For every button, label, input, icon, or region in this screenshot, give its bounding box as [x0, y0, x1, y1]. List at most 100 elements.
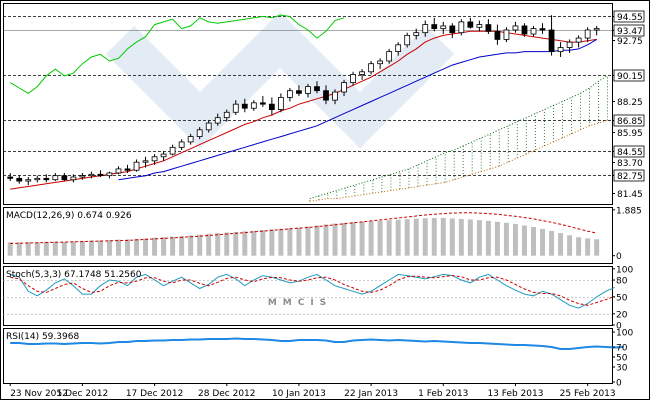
stochastic-panel[interactable]: Stoch(5,3,3) 67.1748 51.2560 100 80 50 20 0	[3, 265, 633, 332]
candle[interactable]	[259, 96, 266, 107]
candle[interactable]	[422, 20, 429, 37]
candle[interactable]	[187, 133, 194, 145]
candle[interactable]	[178, 139, 185, 151]
candle-body	[7, 176, 14, 179]
price-label-box	[613, 10, 645, 23]
macd-bar	[413, 218, 419, 256]
candle[interactable]	[395, 42, 402, 56]
candle[interactable]	[341, 79, 347, 97]
x-tick-label: 17 Dec 2012	[126, 389, 184, 399]
candle[interactable]	[268, 97, 275, 115]
macd-bar	[503, 222, 509, 256]
candle[interactable]	[431, 17, 438, 32]
candle[interactable]	[79, 172, 86, 180]
candle[interactable]	[557, 42, 564, 57]
macd-panel[interactable]: MACD(12,26,9) 0.674 0.926 1.885 0	[6, 206, 642, 262]
candle[interactable]	[160, 151, 167, 161]
candle[interactable]	[34, 175, 41, 183]
candle[interactable]	[377, 58, 384, 70]
candle[interactable]	[314, 81, 320, 94]
macd-bar	[350, 222, 356, 256]
candle-body	[151, 156, 158, 162]
candle-body	[259, 102, 266, 105]
candle[interactable]	[404, 32, 411, 48]
candle[interactable]	[223, 109, 230, 122]
candle[interactable]	[593, 25, 600, 36]
macd-bar	[359, 221, 365, 256]
candle[interactable]	[133, 159, 140, 172]
candle[interactable]	[25, 177, 32, 186]
candle[interactable]	[232, 100, 239, 115]
candle[interactable]	[386, 48, 393, 64]
candle[interactable]	[296, 85, 302, 97]
candle[interactable]	[368, 61, 374, 75]
candle[interactable]	[476, 20, 483, 32]
watermark: MMCIS	[105, 11, 455, 308]
candle[interactable]	[575, 35, 582, 48]
candle[interactable]	[16, 175, 23, 184]
candle[interactable]	[61, 172, 68, 182]
candle[interactable]	[151, 154, 158, 165]
candle-body	[241, 103, 248, 109]
candle[interactable]	[458, 19, 465, 36]
candle[interactable]	[205, 120, 212, 133]
candle-body	[133, 161, 140, 171]
candle[interactable]	[241, 98, 248, 113]
candle[interactable]	[196, 127, 203, 140]
candle[interactable]	[169, 144, 176, 156]
candle-body	[70, 176, 77, 181]
candle[interactable]	[440, 21, 447, 35]
candle[interactable]	[449, 23, 456, 39]
candle[interactable]	[359, 69, 365, 80]
rsi-line	[10, 337, 624, 350]
x-tick-label: 13 Feb 2013	[487, 389, 543, 399]
candle[interactable]	[512, 21, 519, 33]
candle[interactable]	[323, 85, 329, 105]
candle[interactable]	[467, 17, 474, 29]
candle[interactable]	[350, 71, 356, 86]
candle[interactable]	[88, 171, 95, 179]
candle[interactable]	[7, 172, 14, 182]
candle[interactable]	[332, 89, 338, 105]
macd-bar	[16, 242, 22, 256]
candle[interactable]	[52, 172, 59, 182]
candle[interactable]	[124, 164, 131, 173]
stoch-d-line	[10, 275, 615, 306]
candle[interactable]	[413, 28, 420, 40]
candle-body	[548, 29, 555, 52]
candle[interactable]	[566, 39, 573, 53]
candle[interactable]	[115, 166, 122, 175]
candle-body	[97, 173, 104, 177]
macd-bar	[377, 220, 383, 256]
candle[interactable]	[70, 174, 77, 183]
candle-body	[16, 177, 23, 182]
candle[interactable]	[287, 87, 293, 102]
price-label-box	[613, 145, 645, 158]
candle[interactable]	[584, 27, 591, 43]
candle-body	[169, 146, 176, 155]
candle[interactable]	[548, 15, 555, 56]
candle-body	[566, 41, 573, 48]
candle[interactable]	[305, 83, 311, 98]
candle[interactable]	[97, 170, 104, 178]
candle[interactable]	[539, 23, 546, 35]
candle[interactable]	[521, 23, 528, 37]
candle[interactable]	[494, 24, 501, 45]
candle[interactable]	[503, 27, 510, 43]
candle[interactable]	[278, 93, 284, 113]
candle[interactable]	[214, 113, 221, 126]
candle[interactable]	[43, 174, 50, 183]
candle[interactable]	[106, 171, 113, 179]
candle[interactable]	[250, 100, 257, 111]
macd-bar	[43, 241, 49, 256]
candle[interactable]	[485, 19, 492, 35]
macd-bar	[323, 224, 329, 256]
candle[interactable]	[530, 25, 537, 37]
macd-bar	[386, 220, 392, 256]
candle[interactable]	[142, 156, 149, 168]
macd-bar	[206, 233, 212, 256]
